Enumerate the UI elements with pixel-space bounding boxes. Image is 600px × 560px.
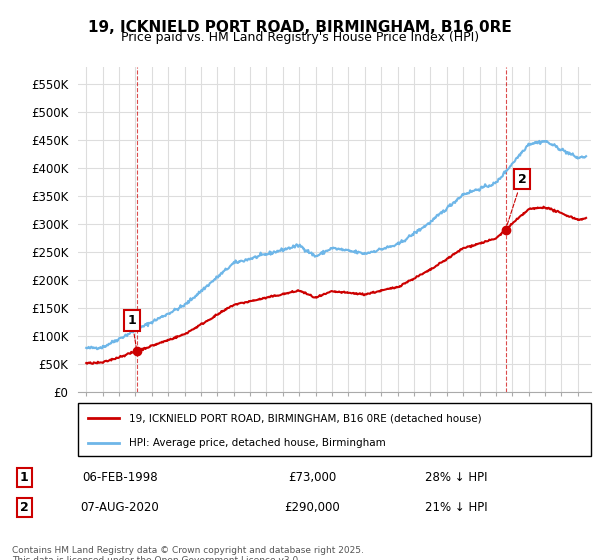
Text: Contains HM Land Registry data © Crown copyright and database right 2025.
This d: Contains HM Land Registry data © Crown c… (12, 546, 364, 560)
Text: 2: 2 (506, 172, 526, 227)
Text: 21% ↓ HPI: 21% ↓ HPI (425, 501, 487, 514)
Text: 07-AUG-2020: 07-AUG-2020 (80, 501, 160, 514)
Text: HPI: Average price, detached house, Birmingham: HPI: Average price, detached house, Birm… (130, 438, 386, 448)
FancyBboxPatch shape (78, 403, 591, 456)
Text: 06-FEB-1998: 06-FEB-1998 (82, 471, 158, 484)
Text: 19, ICKNIELD PORT ROAD, BIRMINGHAM, B16 0RE (detached house): 19, ICKNIELD PORT ROAD, BIRMINGHAM, B16 … (130, 413, 482, 423)
Text: 2: 2 (20, 501, 28, 514)
Text: £290,000: £290,000 (284, 501, 340, 514)
Text: £73,000: £73,000 (288, 471, 336, 484)
Text: 1: 1 (20, 471, 28, 484)
Text: Price paid vs. HM Land Registry's House Price Index (HPI): Price paid vs. HM Land Registry's House … (121, 31, 479, 44)
Text: 1: 1 (128, 314, 136, 348)
Text: 28% ↓ HPI: 28% ↓ HPI (425, 471, 487, 484)
Text: 19, ICKNIELD PORT ROAD, BIRMINGHAM, B16 0RE: 19, ICKNIELD PORT ROAD, BIRMINGHAM, B16 … (88, 20, 512, 35)
